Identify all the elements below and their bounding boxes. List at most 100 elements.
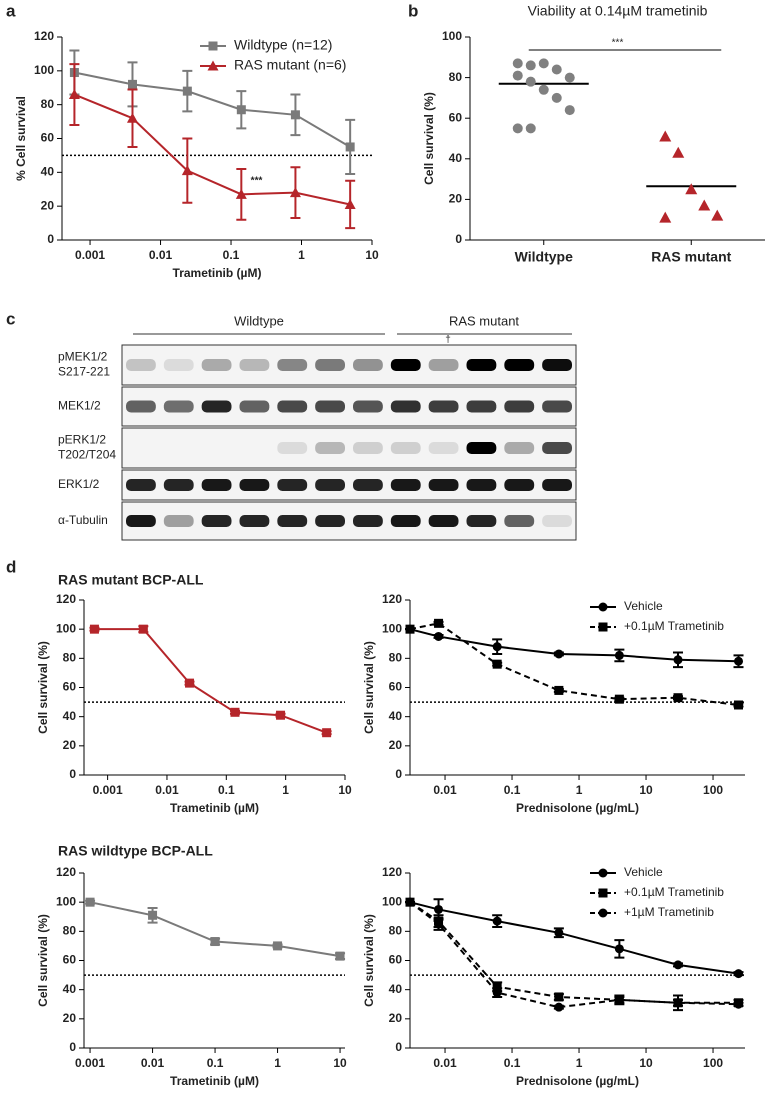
marker [734, 656, 744, 666]
blot-band [504, 442, 535, 454]
y-tick-label: 20 [449, 192, 463, 206]
marker [85, 897, 95, 907]
group-label: RAS mutant [449, 313, 519, 328]
marker [564, 72, 575, 83]
chart-title: Viability at 0.14µM trametinib [528, 3, 708, 19]
marker [525, 123, 536, 134]
marker [698, 199, 711, 211]
blot-band [201, 479, 232, 491]
marker [598, 908, 608, 918]
y-axis-label: Cell survival (%) [36, 641, 50, 734]
blot-band [126, 515, 156, 527]
marker [127, 79, 137, 89]
blot-band [277, 515, 308, 527]
marker [673, 655, 683, 665]
blot-band [542, 515, 572, 527]
blot-row-label: S217-221 [58, 365, 110, 379]
blot-band [126, 400, 156, 413]
marker [673, 693, 683, 703]
legend-label: Vehicle [624, 865, 663, 879]
y-tick-label: 120 [56, 865, 76, 879]
blot-band [315, 515, 345, 527]
marker [525, 60, 536, 71]
y-tick-label: 100 [56, 621, 76, 635]
blot-band [466, 359, 497, 371]
x-tick-label: 10 [338, 783, 352, 797]
y-axis-label: Cell survival (%) [422, 92, 436, 185]
marker [659, 130, 672, 142]
marker [598, 888, 608, 898]
blot-row-label: T202/T204 [58, 448, 116, 462]
x-axis-label: Trametinib (µM) [170, 1074, 259, 1088]
blot-band [239, 479, 270, 491]
blot-band [277, 400, 308, 413]
marker [126, 112, 138, 123]
marker [525, 76, 536, 87]
x-axis-label: Trametinib (µM) [170, 801, 259, 815]
marker [210, 937, 220, 947]
x-axis-label: Trametinib (µM) [173, 266, 262, 280]
blot-band [353, 442, 383, 454]
blot-band [428, 442, 459, 454]
y-tick-label: 0 [455, 232, 462, 246]
marker [614, 650, 624, 660]
blot-band [466, 442, 497, 454]
blot-row-label: α-Tubulin [58, 513, 108, 527]
marker [685, 183, 698, 195]
blot-band [390, 479, 421, 491]
blot-band [163, 359, 194, 371]
y-tick-label: 60 [389, 680, 403, 694]
y-tick-label: 60 [449, 110, 463, 124]
blot-band [201, 359, 232, 371]
blot-band [201, 515, 232, 527]
panel-label: c [6, 309, 15, 328]
panel-label: d [6, 557, 16, 576]
x-tick-label: Wildtype [515, 249, 573, 265]
y-tick-label: 80 [63, 651, 77, 665]
marker [68, 89, 80, 100]
series-line [94, 628, 327, 734]
y-tick-label: 80 [41, 97, 55, 111]
y-tick-label: 0 [69, 1040, 76, 1054]
marker [434, 919, 444, 929]
x-tick-label: 0.1 [504, 783, 521, 797]
marker [405, 897, 415, 907]
y-tick-label: 20 [63, 738, 77, 752]
blot-band [466, 515, 497, 527]
x-tick-label: 100 [703, 1056, 723, 1070]
blot-band [428, 359, 459, 371]
y-tick-label: 80 [389, 924, 403, 938]
marker [564, 105, 575, 116]
marker [208, 41, 218, 51]
marker [734, 969, 744, 979]
marker [512, 58, 523, 69]
blot-frame [121, 501, 577, 541]
marker [614, 694, 624, 704]
y-tick-label: 80 [63, 924, 77, 938]
blot-band [315, 479, 345, 491]
y-tick-label: 60 [41, 131, 55, 145]
blot-band [353, 515, 383, 527]
x-tick-label: 1 [298, 248, 305, 262]
blot-band [163, 479, 194, 491]
y-axis-label: Cell survival (%) [36, 914, 50, 1007]
marker [335, 951, 345, 961]
marker [185, 678, 195, 688]
marker [289, 187, 301, 198]
annotation: *** [612, 38, 624, 49]
marker [230, 707, 240, 717]
y-tick-label: 60 [63, 953, 77, 967]
x-tick-label: 1 [282, 783, 289, 797]
y-tick-label: 40 [389, 709, 403, 723]
x-axis-label: Prednisolone (µg/mL) [516, 801, 639, 815]
marker [492, 659, 502, 669]
y-tick-label: 100 [442, 29, 462, 43]
x-tick-label: 0.01 [155, 783, 179, 797]
x-tick-label: 0.001 [75, 248, 105, 262]
blot-frame [121, 386, 577, 427]
x-tick-label: RAS mutant [651, 249, 731, 265]
marker [138, 624, 148, 634]
blot-row-label: pERK1/2 [58, 433, 106, 447]
blot-band [239, 515, 270, 527]
marker [492, 916, 502, 926]
